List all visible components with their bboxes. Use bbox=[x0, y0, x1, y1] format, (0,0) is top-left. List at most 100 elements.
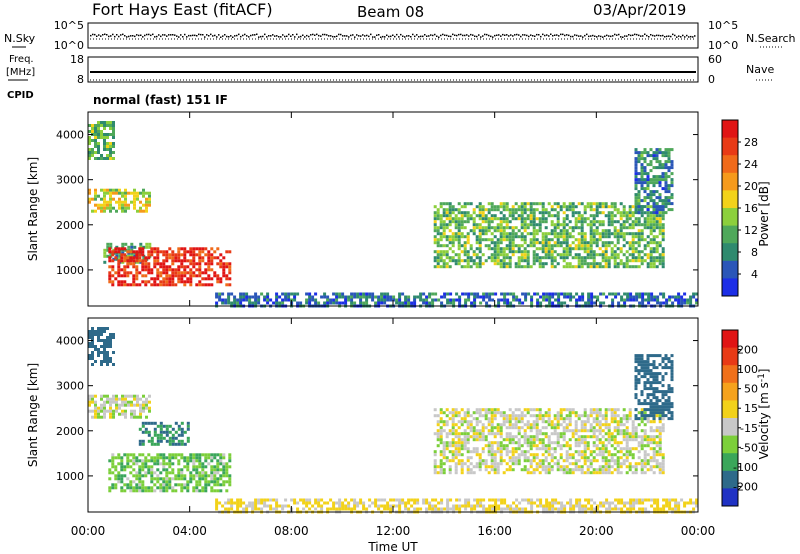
heatmap-cell bbox=[472, 223, 476, 227]
heatmap-cell bbox=[631, 250, 635, 254]
heatmap-cell bbox=[192, 453, 196, 457]
heatmap-cell bbox=[121, 242, 125, 246]
heatmap-cell bbox=[589, 256, 593, 260]
heatmap-cell bbox=[598, 262, 602, 266]
heatmap-cell bbox=[553, 265, 557, 269]
heatmap-cell bbox=[433, 211, 437, 215]
heatmap-cell bbox=[475, 429, 479, 433]
heatmap-cell bbox=[619, 232, 623, 236]
heatmap-cell bbox=[649, 253, 653, 257]
heatmap-cell bbox=[497, 507, 501, 511]
heatmap-cell bbox=[658, 205, 662, 209]
heatmap-cell bbox=[592, 450, 596, 454]
heatmap-cell bbox=[664, 363, 668, 367]
heatmap-cell bbox=[646, 226, 650, 230]
heatmap-cell bbox=[168, 247, 172, 251]
heatmap-cell bbox=[207, 274, 211, 278]
heatmap-cell bbox=[595, 468, 599, 472]
heatmap-cell bbox=[213, 483, 217, 487]
heatmap-cell bbox=[641, 295, 645, 299]
heatmap-cell bbox=[457, 217, 461, 221]
noise-point bbox=[618, 33, 620, 36]
heatmap-cell bbox=[445, 435, 449, 439]
heatmap-cell bbox=[647, 301, 651, 305]
heatmap-cell bbox=[487, 238, 491, 242]
heatmap-cell bbox=[490, 426, 494, 430]
heatmap-cell bbox=[442, 235, 446, 239]
heatmap-cell bbox=[652, 241, 656, 245]
heatmap-cell bbox=[380, 298, 384, 302]
heatmap-cell bbox=[625, 441, 629, 445]
heatmap-cell bbox=[138, 480, 142, 484]
heatmap-cell bbox=[646, 172, 650, 176]
heatmap-cell bbox=[457, 411, 461, 415]
heatmap-cell bbox=[466, 259, 470, 263]
heatmap-cell bbox=[656, 301, 660, 305]
nsky-label: N.Sky bbox=[4, 32, 36, 45]
heatmap-cell bbox=[136, 191, 139, 195]
noise-point bbox=[472, 34, 474, 36]
heatmap-cell bbox=[499, 262, 503, 266]
heatmap-cell bbox=[416, 507, 420, 511]
heatmap-cell bbox=[94, 360, 97, 363]
heatmap-cell bbox=[580, 456, 584, 460]
heatmap-cell bbox=[94, 209, 97, 213]
heatmap-cell bbox=[472, 211, 476, 215]
heatmap-cell bbox=[201, 247, 205, 251]
heatmap-cell bbox=[100, 345, 103, 348]
heatmap-cell bbox=[451, 432, 455, 436]
heatmap-cell bbox=[646, 360, 650, 364]
heatmap-cell bbox=[383, 498, 387, 502]
heatmap-cell bbox=[117, 283, 121, 287]
heatmap-cell bbox=[571, 214, 575, 218]
heatmap-cell bbox=[610, 202, 614, 206]
heatmap-cell bbox=[643, 211, 647, 215]
heatmap-cell bbox=[266, 292, 270, 296]
noise-point bbox=[362, 34, 364, 36]
noise-point bbox=[144, 34, 146, 37]
noise-point bbox=[250, 34, 252, 37]
heatmap-cell bbox=[521, 498, 525, 502]
heatmap-cell bbox=[523, 408, 527, 412]
heatmap-cell bbox=[359, 292, 363, 296]
noise-point bbox=[454, 34, 456, 36]
heatmap-cell bbox=[527, 498, 531, 502]
heatmap-cell bbox=[667, 387, 671, 391]
heatmap-cell bbox=[123, 274, 127, 278]
heatmap-cell bbox=[646, 154, 650, 158]
noise-point bbox=[122, 33, 124, 36]
heatmap-cell bbox=[664, 178, 668, 182]
heatmap-cell bbox=[634, 468, 638, 472]
heatmap-cell bbox=[607, 432, 611, 436]
heatmap-cell bbox=[601, 253, 605, 257]
heatmap-cell bbox=[439, 426, 443, 430]
heatmap-cell bbox=[228, 456, 232, 460]
heatmap-cell bbox=[103, 330, 106, 333]
heatmap-cell bbox=[514, 426, 518, 430]
heatmap-cell bbox=[529, 471, 533, 475]
heatmap-cell bbox=[538, 447, 542, 451]
heatmap-cell bbox=[106, 145, 109, 148]
heatmap-cell bbox=[586, 223, 590, 227]
noise-point bbox=[628, 34, 630, 36]
heatmap-cell bbox=[508, 244, 512, 248]
heatmap-cell bbox=[392, 298, 396, 302]
heatmap-cell bbox=[610, 223, 614, 227]
noise-point bbox=[262, 35, 264, 38]
heatmap-cell bbox=[433, 468, 437, 472]
heatmap-cell bbox=[216, 489, 220, 493]
heatmap-cell bbox=[228, 480, 232, 484]
heatmap-cell bbox=[165, 456, 169, 460]
heatmap-cell bbox=[109, 124, 112, 127]
heatmap-cell bbox=[487, 223, 491, 227]
heatmap-cell bbox=[100, 397, 103, 401]
noise-point bbox=[526, 34, 528, 37]
heatmap-cell bbox=[478, 462, 482, 466]
heatmap-cell bbox=[88, 354, 91, 357]
heatmap-cell bbox=[628, 211, 632, 215]
heatmap-cell bbox=[112, 363, 115, 366]
heatmap-cell bbox=[133, 409, 136, 413]
heatmap-cell bbox=[505, 205, 509, 209]
heatmap-cell bbox=[574, 265, 578, 269]
heatmap-cell bbox=[649, 211, 653, 215]
